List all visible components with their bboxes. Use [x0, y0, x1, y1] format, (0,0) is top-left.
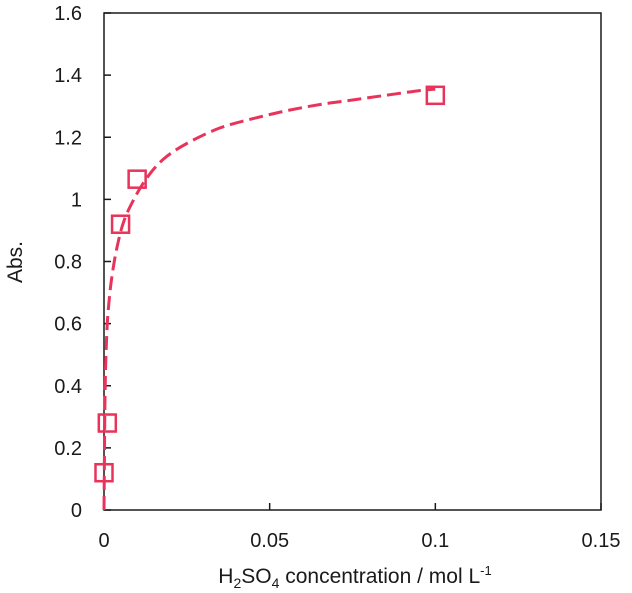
x-axis-title-suffix: concentration / mol L: [279, 565, 480, 588]
axes: [103, 12, 602, 511]
y-tick-label: 1.2: [54, 127, 82, 149]
x-axis-title-subscript-1: 2: [233, 575, 241, 591]
y-tick-label: 0: [71, 500, 82, 522]
x-axis-title-superscript: -1: [480, 563, 492, 578]
x-axis-title: H2SO4 concentration / mol L-1: [218, 563, 491, 591]
x-tick-label: 0: [98, 530, 109, 552]
x-axis-ticks: 0 0.05 0.1 0.15: [98, 503, 620, 552]
data-points-group: [94, 85, 446, 483]
y-tick-label: 0.2: [54, 438, 82, 460]
x-tick-label: 0.1: [421, 530, 449, 552]
data-point-square: [127, 169, 147, 189]
y-tick-label: 0.4: [54, 376, 82, 398]
x-axis-title-subscript-2: 4: [272, 575, 280, 591]
data-point-square: [97, 413, 118, 433]
y-axis-title: Abs.: [4, 241, 27, 283]
y-tick-label: 1: [71, 189, 82, 211]
y-tick-label: 0.8: [54, 252, 82, 274]
x-tick-label: 0.15: [582, 530, 621, 552]
plot-frame: [103, 12, 602, 511]
data-point-square: [425, 85, 446, 106]
y-tick-label: 1.4: [54, 65, 82, 87]
y-tick-label: 0.6: [54, 314, 82, 336]
y-axis-ticks: 0 0.2 0.4 0.6 0.8 1 1.2 1.4 1.6: [54, 3, 111, 522]
data-point-square: [94, 462, 114, 483]
fit-curve: [102, 87, 436, 511]
x-axis-title-mid: SO: [241, 565, 271, 588]
data-point-square: [110, 214, 131, 234]
x-axis-title-prefix: H: [218, 565, 233, 588]
x-tick-label: 0.05: [250, 530, 289, 552]
y-tick-label: 1.6: [54, 3, 82, 25]
fit-curve-group: [102, 87, 436, 511]
